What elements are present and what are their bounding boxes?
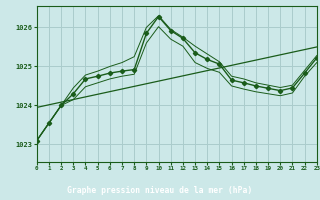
Text: Graphe pression niveau de la mer (hPa): Graphe pression niveau de la mer (hPa) <box>68 186 252 195</box>
